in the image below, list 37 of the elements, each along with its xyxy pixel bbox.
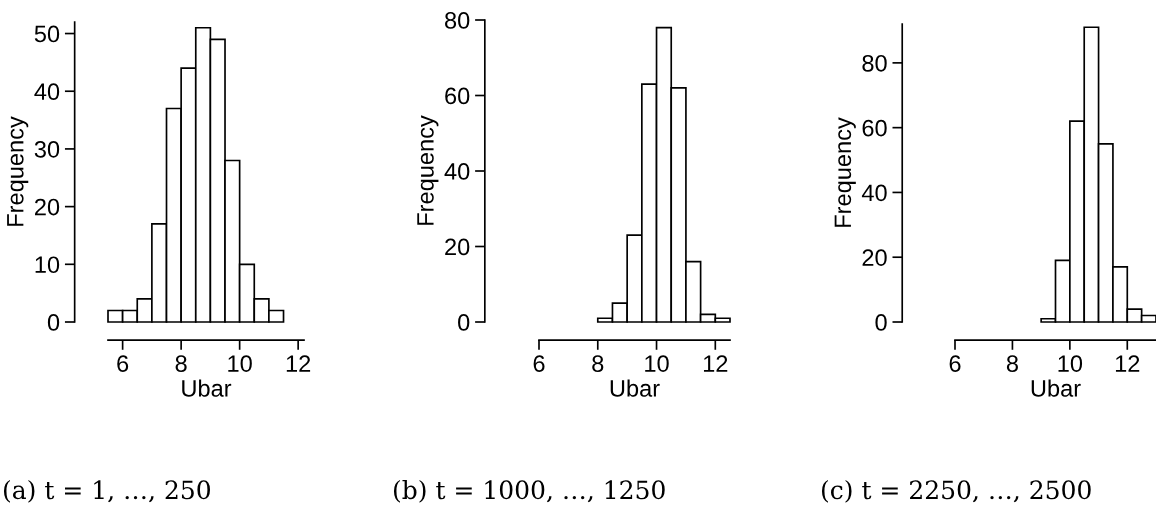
x-tick-label: 12: [703, 355, 728, 372]
y-tick-label: 80: [862, 54, 887, 72]
y-tick-label: 60: [862, 119, 887, 137]
x-tick-label: 8: [175, 355, 187, 372]
text: (a) t = 1, …, 250: [3, 479, 210, 503]
y-tick-label: 0: [875, 314, 887, 331]
y-tick-label: 40: [444, 163, 470, 180]
y-tick-label: 10: [35, 256, 60, 274]
y-tick-label: 0: [458, 314, 470, 331]
y-tick-label: 80: [445, 12, 470, 29]
x-tick-label: 6: [949, 355, 961, 372]
x-tick-label: 10: [645, 355, 669, 372]
y-tick-label: 30: [34, 140, 60, 158]
y-tick-label: 0: [47, 314, 60, 331]
x-tick-label: 6: [533, 355, 545, 372]
y-axis-title: Frequency: [834, 117, 856, 227]
y-tick-label: 20: [35, 198, 60, 216]
x-tick-label: 12: [1115, 355, 1140, 372]
x-tick-label: 10: [228, 355, 252, 372]
x-axis-title: Ubar: [610, 379, 660, 397]
text: (b) t = 1000, …, 1250: [393, 479, 665, 503]
x-axis-title: Ubar: [1031, 379, 1081, 397]
y-tick-label: 50: [34, 25, 60, 43]
x-tick-label: 8: [592, 355, 604, 372]
y-tick-label: 40: [34, 83, 60, 101]
x-axis-title: Ubar: [182, 379, 232, 397]
x-tick-label: 6: [117, 355, 129, 372]
y-tick-label: 20: [445, 238, 470, 256]
y-tick-label: 40: [861, 184, 887, 202]
y-axis-title: Frequency: [417, 115, 439, 225]
text: (c) t = 2250, …, 2500: [821, 479, 1091, 503]
x-tick-label: 12: [286, 355, 311, 372]
y-axis-title: Frequency: [7, 116, 29, 226]
y-tick-label: 60: [445, 87, 470, 105]
x-tick-label: 10: [1058, 355, 1083, 372]
y-tick-label: 20: [862, 249, 887, 267]
x-tick-label: 8: [1006, 355, 1018, 372]
